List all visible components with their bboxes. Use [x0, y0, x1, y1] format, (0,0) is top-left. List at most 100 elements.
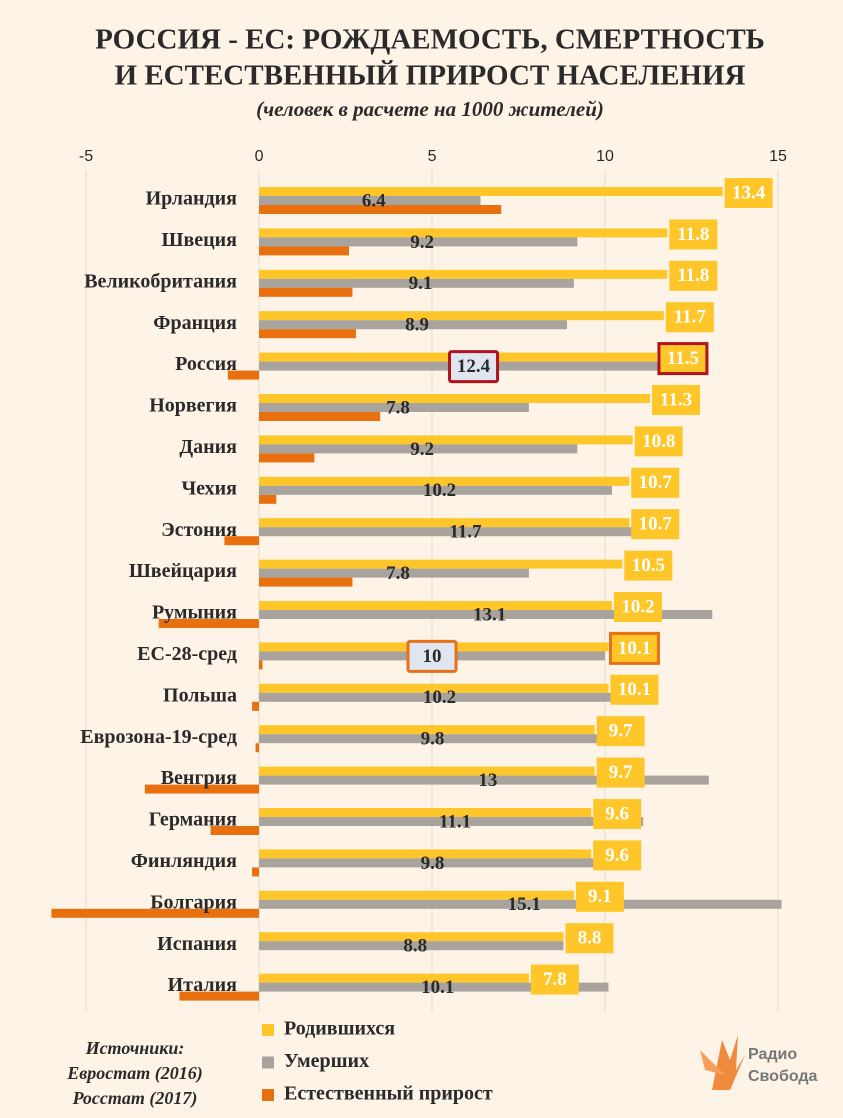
value-label: 11.7 [674, 307, 707, 328]
value-label: 9.6 [605, 845, 629, 866]
category-label: Испания [157, 933, 237, 955]
value-label-box [613, 592, 662, 622]
value-label: 10.7 [639, 472, 673, 493]
value-label: 15.1 [508, 894, 541, 915]
value-label: 11.7 [449, 522, 482, 543]
bar [259, 435, 633, 445]
bar [259, 237, 578, 247]
bar [259, 394, 650, 403]
category-label: Норвегия [149, 395, 237, 417]
x-tick-label: 0 [255, 148, 264, 165]
value-label: 11.1 [439, 811, 471, 832]
bar [259, 577, 353, 587]
value-label: 10.1 [421, 977, 454, 998]
category-label: Польша [163, 684, 237, 706]
category-label: Ирландия [146, 188, 238, 210]
source: Источники: [85, 1038, 185, 1058]
category-label: Швеция [161, 229, 237, 251]
bar [259, 453, 315, 463]
bar [224, 536, 260, 546]
category-label: Финляндия [131, 850, 237, 872]
value-label-box [596, 716, 645, 747]
value-label: 10.5 [632, 555, 665, 576]
value-label: 13.1 [473, 604, 506, 625]
category-label: Франция [153, 312, 237, 334]
legend-label: Умерших [284, 1050, 369, 1072]
value-label-box [610, 674, 659, 705]
legend-swatch [262, 1056, 274, 1069]
category-label: Еврозона-19-сред [80, 726, 237, 748]
x-tick-label: -5 [79, 148, 93, 165]
bar [259, 808, 592, 817]
value-label: 8.9 [405, 315, 429, 336]
value-label: 10 [423, 646, 442, 667]
value-label: 9.8 [421, 853, 445, 874]
value-label-box [669, 219, 718, 250]
value-label: 9.7 [609, 762, 633, 783]
value-label: 11.8 [677, 224, 709, 245]
bar [259, 269, 668, 279]
x-tick-label: 10 [596, 148, 614, 165]
bar [259, 683, 609, 693]
source: Росстат (2017) [72, 1088, 198, 1109]
value-label-box [608, 631, 660, 665]
x-tick-label: 15 [769, 148, 787, 165]
value-label-box [406, 639, 458, 673]
value-label: 9.2 [410, 439, 434, 460]
bar [255, 743, 260, 753]
bar [252, 867, 260, 877]
logo-text: Радио [748, 1046, 797, 1063]
category-label: Швейцария [129, 560, 237, 582]
bar [259, 278, 574, 288]
value-label-box [652, 385, 700, 415]
bar [259, 412, 381, 421]
bar [259, 494, 277, 504]
chart-subtitle: (человек в расчете на 1000 жителей) [256, 97, 604, 121]
bar [179, 991, 260, 1001]
value-label-box [575, 881, 624, 912]
category-label: Румыния [152, 602, 237, 624]
value-label: 9.6 [605, 803, 629, 824]
value-label: 8.8 [403, 936, 427, 957]
bar [227, 370, 260, 380]
bar [259, 476, 630, 486]
value-label: 10.2 [423, 480, 456, 501]
logo-flame [700, 1050, 725, 1075]
bar [259, 973, 529, 983]
legend-swatch [262, 1024, 274, 1036]
value-label: 7.8 [386, 563, 410, 584]
bar [259, 287, 353, 297]
bar [259, 320, 567, 330]
bar [259, 982, 609, 992]
value-label: 13.4 [732, 182, 766, 203]
bar [259, 734, 599, 744]
bar [259, 444, 578, 454]
bar [210, 826, 260, 835]
value-label: 8.8 [578, 928, 602, 949]
bar [259, 527, 664, 537]
value-label: 11.5 [667, 348, 699, 369]
bar [252, 701, 260, 711]
bar [259, 187, 723, 196]
legend-label: Родившихся [284, 1018, 395, 1040]
bar [51, 908, 260, 918]
value-label-box [657, 342, 709, 376]
category-label: Италия [168, 974, 238, 996]
value-label-box [448, 350, 500, 384]
value-label-box [665, 302, 714, 333]
value-label-box [634, 426, 683, 457]
logo-text: Свобода [748, 1068, 818, 1085]
source: Евростат (2016) [66, 1063, 203, 1084]
value-label: 9.8 [421, 729, 445, 750]
chart-title: И ЕСТЕСТВЕННЫЙ ПРИРОСТ НАСЕЛЕНИЯ [115, 59, 746, 92]
value-label-box [669, 260, 718, 291]
value-label: 12.4 [457, 356, 491, 377]
category-label: Россия [175, 353, 237, 375]
value-label: 13 [478, 770, 497, 791]
category-label: Болгария [150, 891, 237, 913]
value-label-box [593, 840, 642, 871]
bar [259, 766, 595, 776]
value-label: 10.2 [621, 596, 654, 617]
